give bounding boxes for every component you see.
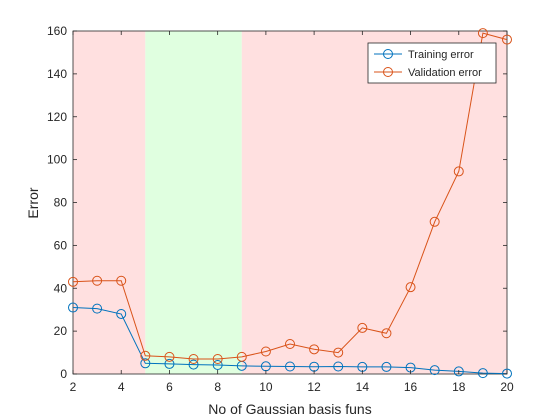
x-tick-label: 12 [307,380,321,394]
y-tick-label: 100 [47,153,67,167]
series-2 [68,28,512,364]
x-tick-label: 4 [118,380,125,394]
data-point [381,328,392,339]
data-point [116,308,127,319]
data-point [164,351,175,362]
data-point [502,368,512,379]
y-axis-label: Error [25,187,41,218]
y-tick-label: 160 [47,24,67,38]
legend: Training error Validation error [367,42,497,84]
data-point [68,302,78,313]
data-point [285,338,295,349]
data-point [140,358,151,369]
series-line [72,307,508,375]
legend-label: Training error [408,49,474,61]
x-tick-label: 18 [452,380,466,394]
data-point [285,361,295,372]
data-point [333,361,344,372]
data-point [429,365,440,376]
y-tick-label: 120 [47,110,67,124]
data-point [381,361,392,372]
data-point [429,216,440,227]
y-tick-label: 40 [54,281,68,295]
data-point [453,166,464,177]
x-tick-label: 14 [356,380,370,394]
data-point [92,303,103,314]
data-point [188,353,199,364]
data-point [212,353,223,364]
x-tick-label: 8 [214,380,221,394]
data-point [405,282,416,293]
y-tick-label: 60 [54,238,68,252]
x-tick-label: 6 [166,380,173,394]
data-point [164,358,175,369]
x-tick-label: 16 [404,380,418,394]
data-point [212,359,223,370]
data-point [477,368,488,379]
data-point [68,276,78,287]
shaded-regions [73,31,507,374]
x-tick-label: 2 [70,380,77,394]
data-point [357,322,368,333]
legend-marker [383,49,393,59]
y-tick-label: 20 [54,324,68,338]
x-tick-label: 20 [500,380,514,394]
shaded-region-3 [241,31,507,374]
data-point [260,346,271,357]
tick-labels: 2 4 6 8 10 12 14 16 18 20 0 20 40 60 80 100 120 140 160 [47,24,514,394]
legend-item: Validation error [374,67,482,79]
legend-item: Training error [374,49,474,61]
legend-marker [383,67,393,77]
data-point [236,351,247,362]
data-point [188,359,199,370]
data-point [116,275,127,286]
data-point [333,347,344,358]
data-point [502,34,512,45]
series-layer [68,28,512,379]
data-point [92,275,103,286]
shaded-region-2 [145,31,242,374]
data-point [453,366,464,377]
legend-label: Validation error [408,67,482,79]
data-point [140,350,151,361]
data-point [309,344,320,355]
y-tick-label: 80 [54,196,68,210]
series-line [72,32,508,360]
x-axis-label: No of Gaussian basis funs [208,401,371,417]
x-tick-label: 10 [259,380,273,394]
y-tick-label: 140 [47,67,67,81]
y-tick-label: 0 [60,367,67,381]
data-point [477,28,488,39]
